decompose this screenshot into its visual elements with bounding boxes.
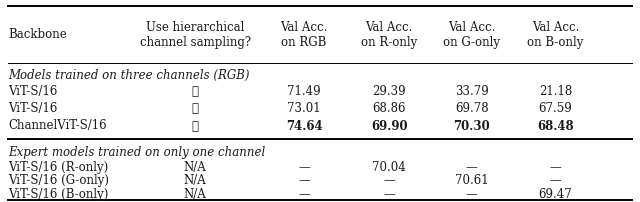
Text: 70.61: 70.61 <box>455 174 488 187</box>
Text: N/A: N/A <box>184 161 207 174</box>
Text: —: — <box>550 161 561 174</box>
Text: ViT-S/16 (B-only): ViT-S/16 (B-only) <box>8 188 109 201</box>
Text: ✗: ✗ <box>192 85 198 98</box>
Text: ChannelViT-S/16: ChannelViT-S/16 <box>8 119 107 132</box>
Text: 33.79: 33.79 <box>455 85 488 98</box>
Text: N/A: N/A <box>184 174 207 187</box>
Text: 70.30: 70.30 <box>453 119 490 132</box>
Text: Expert models trained on only one channel: Expert models trained on only one channe… <box>8 146 266 159</box>
Text: ViT-S/16: ViT-S/16 <box>8 102 58 115</box>
Text: —: — <box>298 188 310 201</box>
Text: —: — <box>550 174 561 187</box>
Text: 71.49: 71.49 <box>287 85 321 98</box>
Text: —: — <box>298 174 310 187</box>
Text: 69.47: 69.47 <box>539 188 572 201</box>
Text: 69.90: 69.90 <box>371 119 408 132</box>
Text: N/A: N/A <box>184 188 207 201</box>
Text: —: — <box>466 161 477 174</box>
Text: Val Acc.
on G-only: Val Acc. on G-only <box>443 21 500 49</box>
Text: Val Acc.
on B-only: Val Acc. on B-only <box>527 21 584 49</box>
Text: ✓: ✓ <box>192 102 198 115</box>
Text: —: — <box>298 161 310 174</box>
Text: Models trained on three channels (RGB): Models trained on three channels (RGB) <box>8 68 250 81</box>
Text: 68.48: 68.48 <box>537 119 574 132</box>
Text: —: — <box>466 188 477 201</box>
Text: 29.39: 29.39 <box>372 85 406 98</box>
Text: 21.18: 21.18 <box>539 85 572 98</box>
Text: Backbone: Backbone <box>8 28 67 41</box>
Text: Val Acc.
on RGB: Val Acc. on RGB <box>280 21 328 49</box>
Text: ViT-S/16 (G-only): ViT-S/16 (G-only) <box>8 174 109 187</box>
Text: ViT-S/16 (R-only): ViT-S/16 (R-only) <box>8 161 109 174</box>
Text: 69.78: 69.78 <box>455 102 488 115</box>
Text: ViT-S/16: ViT-S/16 <box>8 85 58 98</box>
Text: 67.59: 67.59 <box>539 102 572 115</box>
Text: Use hierarchical
channel sampling?: Use hierarchical channel sampling? <box>140 21 251 49</box>
Text: —: — <box>383 188 395 201</box>
Text: 70.04: 70.04 <box>372 161 406 174</box>
Text: 73.01: 73.01 <box>287 102 321 115</box>
Text: Val Acc.
on R-only: Val Acc. on R-only <box>361 21 417 49</box>
Text: —: — <box>383 174 395 187</box>
Text: 68.86: 68.86 <box>372 102 406 115</box>
Text: 74.64: 74.64 <box>285 119 323 132</box>
Text: ✓: ✓ <box>192 119 198 132</box>
